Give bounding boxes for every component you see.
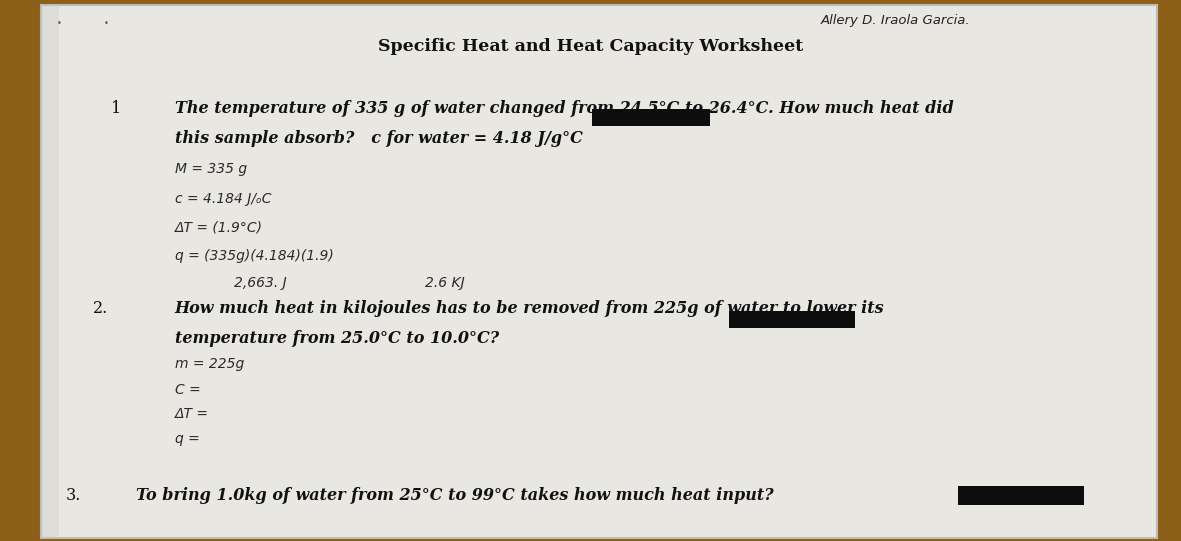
- Text: this sample absorb?   c for water = 4.18 J/g°C: this sample absorb? c for water = 4.18 J…: [175, 130, 582, 147]
- Text: Allery D. Iraola Garcia.: Allery D. Iraola Garcia.: [821, 14, 971, 27]
- Text: To bring 1.0kg of water from 25°C to 99°C takes how much heat input?: To bring 1.0kg of water from 25°C to 99°…: [136, 487, 774, 504]
- Text: C =: C =: [175, 383, 201, 397]
- Text: The temperature of 335 g of water changed from 24.5°C to 26.4°C. How much heat d: The temperature of 335 g of water change…: [175, 100, 953, 117]
- Text: ΔT =: ΔT =: [175, 407, 209, 421]
- Text: Specific Heat and Heat Capacity Worksheet: Specific Heat and Heat Capacity Workshee…: [378, 38, 803, 55]
- FancyBboxPatch shape: [41, 5, 59, 538]
- Text: q =: q =: [175, 432, 200, 446]
- Text: 2,663. J: 2,663. J: [234, 276, 287, 290]
- Text: m = 225g: m = 225g: [175, 357, 244, 371]
- FancyBboxPatch shape: [729, 311, 855, 328]
- Text: ΔT = (1.9°C): ΔT = (1.9°C): [175, 221, 263, 235]
- Text: •: •: [57, 19, 61, 28]
- Text: q = (335g)(4.184)(1.9): q = (335g)(4.184)(1.9): [175, 249, 333, 263]
- Text: 1: 1: [111, 100, 120, 117]
- Text: M = 335 g: M = 335 g: [175, 162, 247, 176]
- Text: c = 4.184 J/ₒC: c = 4.184 J/ₒC: [175, 192, 272, 206]
- Text: 2.6 KJ: 2.6 KJ: [425, 276, 465, 290]
- Text: •: •: [104, 19, 109, 28]
- Text: 3.: 3.: [65, 487, 81, 504]
- Text: temperature from 25.0°C to 10.0°C?: temperature from 25.0°C to 10.0°C?: [175, 330, 498, 347]
- FancyBboxPatch shape: [958, 486, 1084, 505]
- Text: 2.: 2.: [93, 300, 107, 317]
- FancyBboxPatch shape: [592, 109, 710, 126]
- Text: How much heat in kilojoules has to be removed from 225g of water to lower its: How much heat in kilojoules has to be re…: [175, 300, 885, 317]
- FancyBboxPatch shape: [41, 5, 1157, 538]
